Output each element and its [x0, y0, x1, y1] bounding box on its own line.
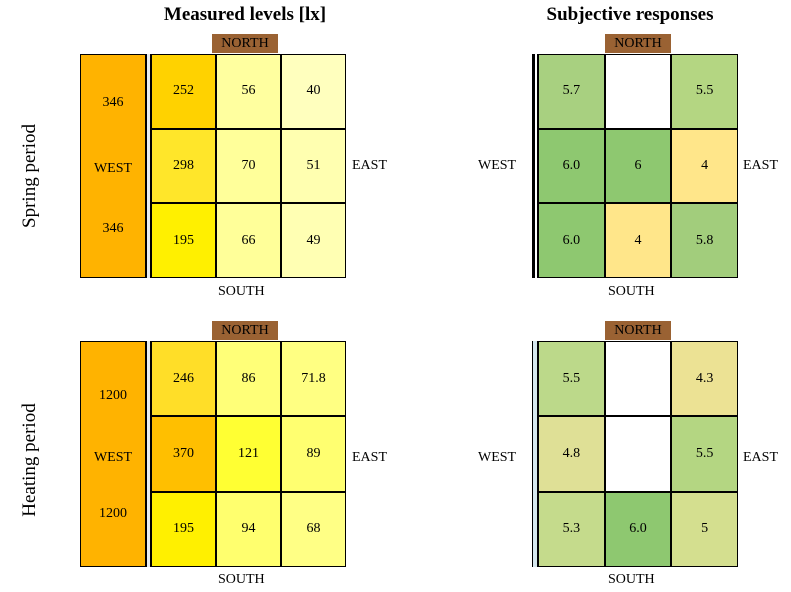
heatmap-cell: 70 — [216, 128, 281, 204]
measured-heating-grid: 246 86 71.8 370 121 89 195 94 68 — [146, 341, 346, 567]
east-label: EAST — [743, 158, 778, 173]
east-label: EAST — [352, 450, 387, 465]
west-value: 346 — [102, 95, 124, 110]
heatmap-cell: 4 — [604, 203, 672, 278]
heatmap-cell: 195 — [151, 203, 216, 278]
heatmap-cell: 5.8 — [671, 203, 738, 278]
heatmap-cell — [604, 416, 672, 492]
heatmap-cell: 4.8 — [538, 416, 605, 492]
south-label: SOUTH — [608, 284, 655, 299]
subjective-responses-title: Subjective responses — [546, 4, 714, 25]
north-label: NORTH — [605, 321, 671, 340]
heatmap-cell: 86 — [216, 341, 281, 417]
west-label: WEST — [478, 158, 517, 173]
heatmap-cell: 66 — [216, 203, 281, 278]
south-label: SOUTH — [608, 572, 655, 587]
heatmap-cell: 5.3 — [538, 491, 605, 567]
heatmap-cell: 56 — [216, 54, 281, 129]
south-label: SOUTH — [218, 572, 265, 587]
heatmap-cell: 51 — [281, 128, 346, 204]
heatmap-cell: 5.7 — [538, 54, 605, 129]
west-value: 346 — [102, 221, 124, 236]
heatmap-cell: 195 — [151, 491, 216, 567]
heatmap-cell: 370 — [151, 416, 216, 492]
west-label: WEST — [93, 161, 133, 176]
heatmap-cell: 246 — [151, 341, 216, 417]
heatmap-cell: 94 — [216, 491, 281, 567]
heatmap-cell: 6 — [604, 128, 672, 204]
heatmap-cell: 298 — [151, 128, 216, 204]
heatmap-cell: 4.3 — [671, 341, 738, 417]
heatmap-cell: 5.5 — [538, 341, 605, 417]
heating-period-label: Heating period — [19, 403, 40, 517]
heatmap-cell: 49 — [281, 203, 346, 278]
east-label: EAST — [743, 450, 778, 465]
south-label: SOUTH — [218, 284, 265, 299]
heatmap-cell: 6.0 — [538, 128, 605, 204]
heatmap-cell: 5 — [671, 491, 738, 567]
heatmap-cell: 5.5 — [671, 416, 738, 492]
window-frame — [532, 54, 538, 278]
measured-spring-grid: 252 56 40 298 70 51 195 66 49 — [146, 54, 346, 278]
west-label: WEST — [478, 450, 517, 465]
spring-period-label: Spring period — [19, 124, 40, 228]
heatmap-cell: 252 — [151, 54, 216, 129]
east-label: EAST — [352, 158, 387, 173]
north-label: NORTH — [212, 34, 278, 53]
heatmap-cell: 5.5 — [671, 54, 738, 129]
north-label: NORTH — [212, 321, 278, 340]
heatmap-cell — [604, 341, 672, 417]
west-label: WEST — [93, 450, 133, 465]
subjective-heating-grid: 5.5 4.3 4.8 5.5 5.3 6.0 5 — [538, 341, 738, 567]
heatmap-cell: 89 — [281, 416, 346, 492]
measured-levels-title: Measured levels [lx] — [163, 4, 327, 25]
heatmap-cell: 68 — [281, 491, 346, 567]
west-window-column: 1200 WEST 1200 — [80, 341, 146, 567]
heatmap-cell: 6.0 — [538, 203, 605, 278]
subjective-spring-grid: 5.7 5.5 6.0 6 4 6.0 4 5.8 — [538, 54, 738, 278]
window-glass — [146, 54, 151, 278]
heatmap-cell: 121 — [216, 416, 281, 492]
heatmap-cell: 71.8 — [281, 341, 346, 417]
north-label: NORTH — [605, 34, 671, 53]
heatmap-cell: 4 — [671, 128, 738, 204]
heatmap-cell — [604, 54, 672, 129]
heatmap-cell: 40 — [281, 54, 346, 129]
window-frame — [532, 341, 538, 567]
window-glass — [146, 341, 151, 567]
west-value: 1200 — [99, 506, 127, 521]
west-window-column: 346 WEST 346 — [80, 54, 146, 278]
west-value: 1200 — [99, 388, 127, 403]
heatmap-cell: 6.0 — [604, 491, 672, 567]
